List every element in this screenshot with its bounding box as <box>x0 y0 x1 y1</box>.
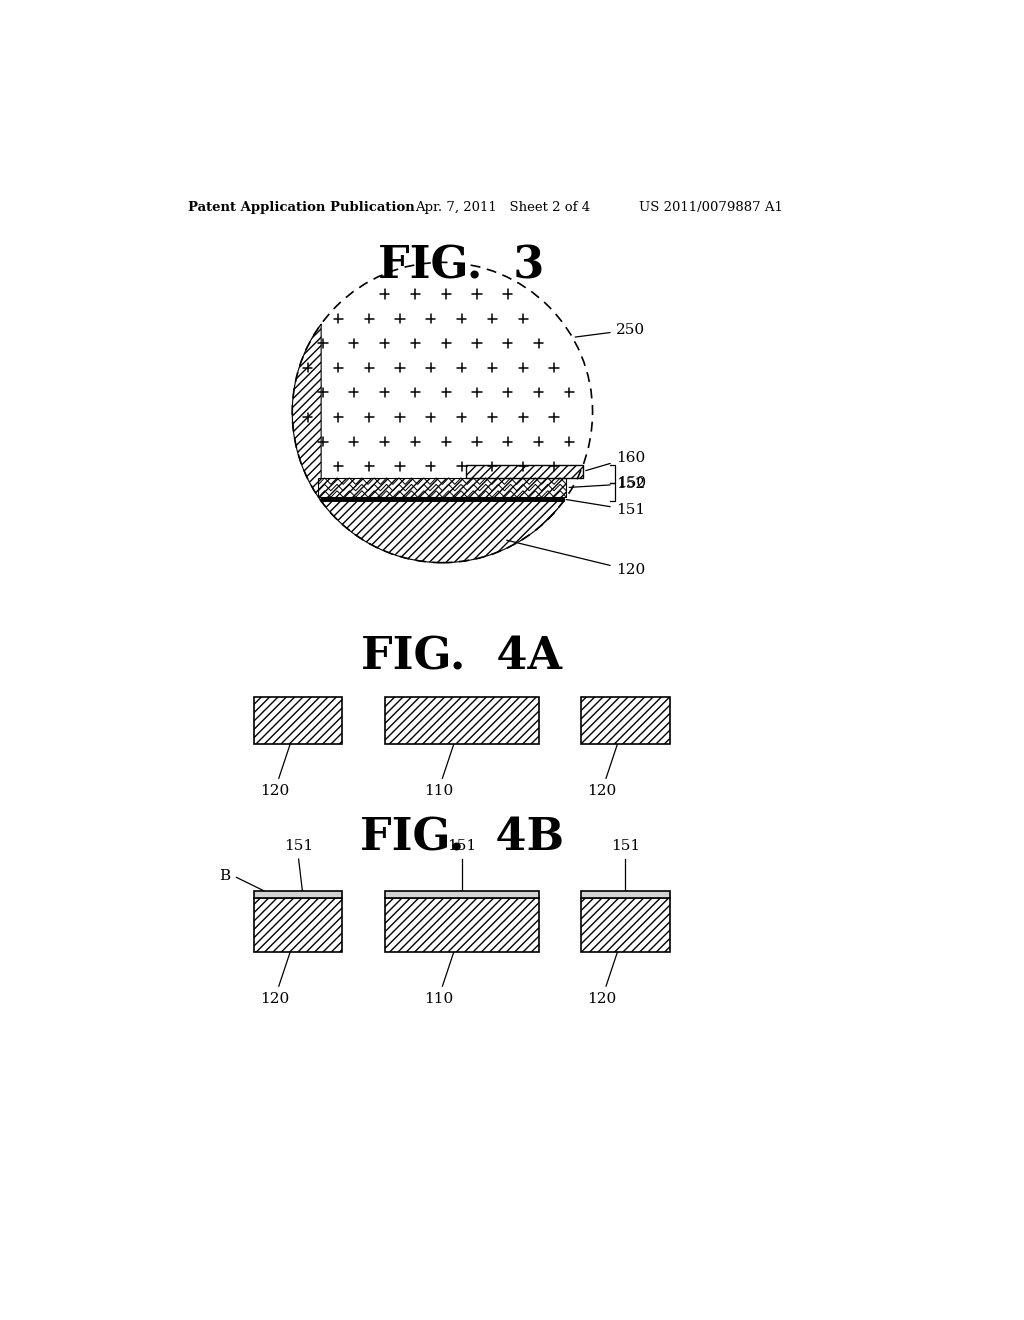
Polygon shape <box>318 478 566 498</box>
Polygon shape <box>581 898 670 952</box>
Polygon shape <box>466 465 583 478</box>
Polygon shape <box>292 323 563 562</box>
Polygon shape <box>385 697 539 743</box>
Text: 120: 120 <box>260 784 290 797</box>
Text: 110: 110 <box>424 784 454 797</box>
Text: US 2011/0079887 A1: US 2011/0079887 A1 <box>639 201 782 214</box>
Polygon shape <box>385 898 539 952</box>
Text: Apr. 7, 2011   Sheet 2 of 4: Apr. 7, 2011 Sheet 2 of 4 <box>416 201 591 214</box>
Polygon shape <box>254 898 342 952</box>
Text: 120: 120 <box>588 784 616 797</box>
Text: FIG.  3: FIG. 3 <box>379 244 545 288</box>
Polygon shape <box>385 891 539 898</box>
Polygon shape <box>254 697 342 743</box>
Text: FIG.  4A: FIG. 4A <box>361 636 562 678</box>
Text: FIG.  4B: FIG. 4B <box>359 817 564 859</box>
Polygon shape <box>581 891 670 898</box>
Text: 110: 110 <box>424 991 454 1006</box>
Polygon shape <box>581 697 670 743</box>
Polygon shape <box>254 891 342 898</box>
Text: Patent Application Publication: Patent Application Publication <box>188 201 415 214</box>
Text: 151: 151 <box>447 840 476 853</box>
Polygon shape <box>322 498 563 502</box>
Text: 151: 151 <box>284 840 313 853</box>
Text: 160: 160 <box>586 450 645 471</box>
Text: 120: 120 <box>507 540 645 577</box>
Text: 151: 151 <box>610 840 640 853</box>
Text: 150: 150 <box>617 477 646 490</box>
Text: B: B <box>219 869 230 883</box>
Text: 120: 120 <box>588 991 616 1006</box>
Text: 250: 250 <box>575 323 645 337</box>
Text: 120: 120 <box>260 991 290 1006</box>
Text: 151: 151 <box>566 499 645 517</box>
Text: 152: 152 <box>569 477 645 491</box>
